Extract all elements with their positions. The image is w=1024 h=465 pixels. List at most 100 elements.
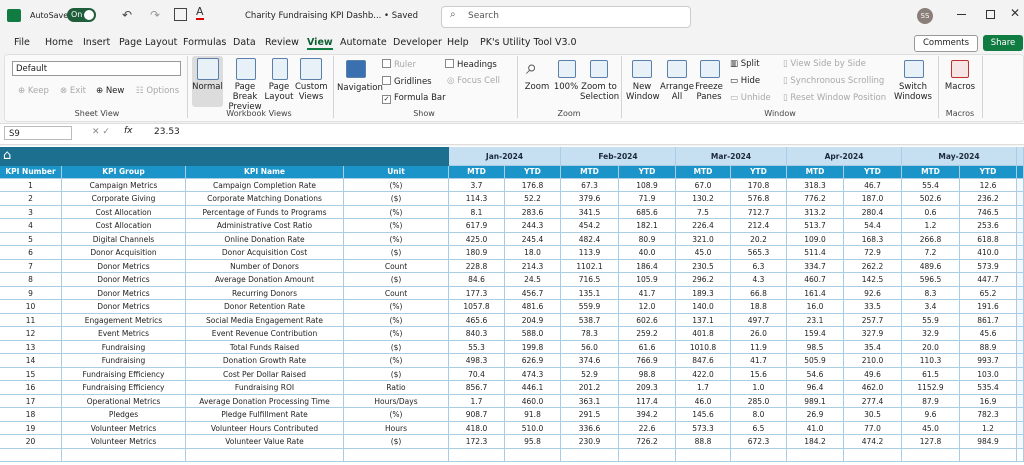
- page-break-button[interactable]: Page Break Preview: [228, 82, 262, 112]
- table-cell[interactable]: 35.4: [844, 340, 902, 354]
- table-cell[interactable]: Operational Metrics: [62, 394, 186, 408]
- table-cell[interactable]: 54.4: [844, 219, 902, 233]
- table-cell[interactable]: 861.7: [960, 313, 1017, 327]
- table-cell[interactable]: Online Donation Rate: [186, 232, 344, 246]
- table-cell[interactable]: 6: [0, 246, 62, 260]
- table-cell[interactable]: 230.9: [561, 435, 619, 449]
- table-cell[interactable]: 7: [0, 259, 62, 273]
- table-cell[interactable]: 228.8: [449, 259, 505, 273]
- table-cell[interactable]: 596.5: [902, 273, 960, 287]
- table-cell[interactable]: 191.6: [960, 300, 1017, 314]
- redo[interactable]: ↷: [150, 8, 161, 22]
- table-cell[interactable]: ($): [344, 367, 449, 381]
- table-cell[interactable]: 199.8: [505, 340, 561, 354]
- ribbon-tab[interactable]: Data: [233, 37, 256, 48]
- table-cell[interactable]: 244.3: [505, 219, 561, 233]
- table-cell[interactable]: 685.6: [619, 205, 676, 219]
- table-cell[interactable]: 573.3: [676, 421, 731, 435]
- restore[interactable]: [986, 10, 995, 19]
- table-cell[interactable]: 245.4: [505, 232, 561, 246]
- table-cell[interactable]: 186.4: [619, 259, 676, 273]
- table-cell[interactable]: 334.7: [787, 259, 844, 273]
- table-cell[interactable]: 712.7: [731, 205, 787, 219]
- table-cell[interactable]: ($): [344, 340, 449, 354]
- ruler[interactable]: Ruler: [382, 59, 416, 70]
- table-cell[interactable]: 140.0: [676, 300, 731, 314]
- table-cell[interactable]: 984.9: [960, 435, 1017, 449]
- ribbon-tab[interactable]: Insert: [83, 37, 111, 48]
- table-cell[interactable]: 280.4: [844, 205, 902, 219]
- table-cell[interactable]: Donor Acquisition Cost: [186, 246, 344, 260]
- table-cell[interactable]: 283.6: [505, 205, 561, 219]
- ribbon-tab[interactable]: File: [14, 37, 30, 48]
- table-cell[interactable]: Volunteer Hours Contributed: [186, 421, 344, 435]
- table-cell[interactable]: 0.6: [902, 205, 960, 219]
- keep[interactable]: ⊕ Keep: [18, 86, 49, 96]
- table-cell[interactable]: 55.4: [902, 178, 960, 192]
- formula-bar-check[interactable]: ✓ Formula Bar: [382, 93, 446, 104]
- table-cell[interactable]: Hours/Days: [344, 394, 449, 408]
- table-cell[interactable]: 1.0: [731, 381, 787, 395]
- table-cell[interactable]: 6.3: [731, 259, 787, 273]
- table-cell[interactable]: 291.5: [561, 408, 619, 422]
- table-cell[interactable]: 7.5: [676, 205, 731, 219]
- table-cell[interactable]: 17: [0, 394, 62, 408]
- table-cell[interactable]: 19: [0, 421, 62, 435]
- table-cell[interactable]: Fundraising: [62, 354, 186, 368]
- table-cell[interactable]: 12.6: [960, 178, 1017, 192]
- table-cell[interactable]: Event Metrics: [62, 327, 186, 341]
- table-cell[interactable]: 1.2: [902, 219, 960, 233]
- focus-cell[interactable]: ◎ Focus Cell: [447, 76, 500, 86]
- table-cell[interactable]: ($): [344, 246, 449, 260]
- table-cell[interactable]: 201.2: [561, 381, 619, 395]
- ribbon-tab[interactable]: Help: [447, 37, 469, 48]
- table-cell[interactable]: 460.7: [787, 273, 844, 287]
- table-cell[interactable]: 1102.1: [561, 259, 619, 273]
- table-cell[interactable]: 8.0: [731, 408, 787, 422]
- arrange-all-button[interactable]: Arrange All: [660, 82, 694, 102]
- table-cell[interactable]: 410.0: [960, 246, 1017, 260]
- table-cell[interactable]: 33.5: [844, 300, 902, 314]
- table-cell[interactable]: 20.0: [902, 340, 960, 354]
- table-cell[interactable]: 177.3: [449, 286, 505, 300]
- table-cell[interactable]: 422.0: [676, 367, 731, 381]
- table-cell[interactable]: (%): [344, 205, 449, 219]
- zoom-100-button[interactable]: 100%: [553, 82, 579, 92]
- table-cell[interactable]: 379.6: [561, 192, 619, 206]
- user-avatar[interactable]: SS: [917, 8, 933, 24]
- table-cell[interactable]: Number of Donors: [186, 259, 344, 273]
- table-cell[interactable]: Fundraising Efficiency: [62, 367, 186, 381]
- table-cell[interactable]: 576.8: [731, 192, 787, 206]
- table-cell[interactable]: 341.5: [561, 205, 619, 219]
- table-cell[interactable]: 460.0: [505, 394, 561, 408]
- table-cell[interactable]: Hours: [344, 421, 449, 435]
- table-cell[interactable]: (%): [344, 300, 449, 314]
- table-cell[interactable]: 498.3: [449, 354, 505, 368]
- table-cell[interactable]: 161.4: [787, 286, 844, 300]
- table-cell[interactable]: 1: [0, 178, 62, 192]
- table-cell[interactable]: Corporate Giving: [62, 192, 186, 206]
- table-cell[interactable]: Cost Allocation: [62, 205, 186, 219]
- table-cell[interactable]: Donor Retention Rate: [186, 300, 344, 314]
- table-cell[interactable]: Social Media Engagement Rate: [186, 313, 344, 327]
- table-cell[interactable]: 588.0: [505, 327, 561, 341]
- table-cell[interactable]: 45.0: [902, 421, 960, 435]
- switch-windows-button[interactable]: Switch Windows: [894, 82, 932, 102]
- table-cell[interactable]: 70.4: [449, 367, 505, 381]
- table-cell[interactable]: 41.7: [619, 286, 676, 300]
- table-cell[interactable]: 285.0: [731, 394, 787, 408]
- table-cell[interactable]: 180.9: [449, 246, 505, 260]
- table-cell[interactable]: Donor Metrics: [62, 286, 186, 300]
- table-cell[interactable]: 253.6: [960, 219, 1017, 233]
- table-cell[interactable]: 989.1: [787, 394, 844, 408]
- table-cell[interactable]: 1152.9: [902, 381, 960, 395]
- table-cell[interactable]: 32.9: [902, 327, 960, 341]
- table-cell[interactable]: 187.0: [844, 192, 902, 206]
- table-cell[interactable]: 98.8: [619, 367, 676, 381]
- table-cell[interactable]: 24.5: [505, 273, 561, 287]
- table-cell[interactable]: 61.5: [902, 367, 960, 381]
- table-cell[interactable]: 114.3: [449, 192, 505, 206]
- table-cell[interactable]: 184.2: [787, 435, 844, 449]
- table-cell[interactable]: 394.2: [619, 408, 676, 422]
- table-cell[interactable]: 22.6: [619, 421, 676, 435]
